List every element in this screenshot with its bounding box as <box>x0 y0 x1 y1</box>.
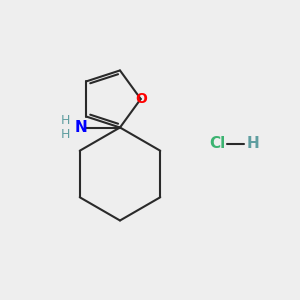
Text: N: N <box>75 120 87 135</box>
Text: H: H <box>61 128 70 142</box>
Text: Cl: Cl <box>209 136 225 152</box>
Text: H: H <box>247 136 260 152</box>
Text: H: H <box>61 113 70 127</box>
Text: O: O <box>135 92 147 106</box>
